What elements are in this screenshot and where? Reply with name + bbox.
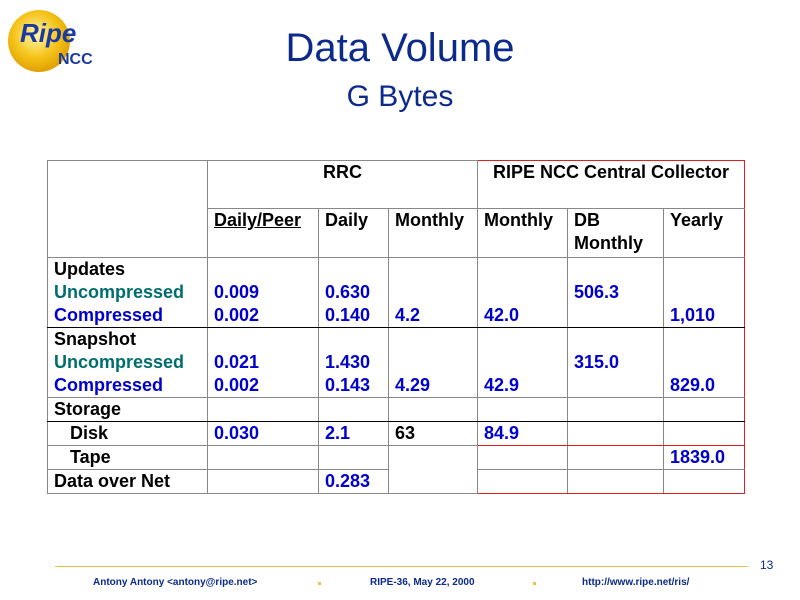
- tape-central-monthly: [477, 445, 568, 470]
- tape-net-monthly: [388, 445, 478, 494]
- net-daily-peer: [207, 469, 319, 494]
- svg-text:Ripe: Ripe: [20, 18, 76, 48]
- footer-url[interactable]: http://www.ripe.net/ris/: [582, 577, 690, 588]
- disk-db-monthly: [567, 421, 664, 446]
- disk-yearly: [663, 421, 745, 446]
- net-daily: 0.283: [318, 469, 389, 494]
- disk-daily: 2.1: [318, 421, 389, 446]
- row-label-snapshot: Snapshot Uncompressed Compressed: [47, 327, 208, 398]
- disk-central-monthly: 84.9: [477, 421, 568, 446]
- footer-event: RIPE-36, May 22, 2000: [370, 577, 475, 588]
- tape-yearly: 1839.0: [663, 445, 745, 470]
- row-label-storage: Storage: [47, 397, 208, 422]
- net-yearly: [663, 469, 745, 494]
- storage-daily-peer: [207, 397, 319, 422]
- page-subtitle: G Bytes: [346, 80, 454, 113]
- corner-cell: [47, 160, 208, 258]
- row-label-data-over-net: Data over Net: [47, 469, 208, 494]
- updates-central-monthly: 42.0: [477, 257, 568, 328]
- disk-monthly: 63: [388, 421, 478, 446]
- page-number: 13: [760, 558, 774, 572]
- tape-daily-peer: [207, 445, 319, 470]
- footer-separator-dot: [533, 582, 536, 585]
- col-header-central-monthly: Monthly: [477, 208, 568, 258]
- snapshot-yearly: 829.0: [663, 327, 745, 398]
- disk-daily-peer: 0.030: [207, 421, 319, 446]
- storage-yearly: [663, 397, 745, 422]
- tape-db-monthly: [567, 445, 664, 470]
- row-label-tape: Tape: [47, 445, 208, 470]
- footer-divider: [55, 566, 748, 567]
- snapshot-db-monthly: 315.0: [567, 327, 664, 398]
- updates-yearly: 1,010: [663, 257, 745, 328]
- storage-central-monthly: [477, 397, 568, 422]
- col-header-db-monthly: DB Monthly: [567, 208, 664, 258]
- col-header-yearly: Yearly: [663, 208, 745, 258]
- updates-daily-peer: 0.009 0.002: [207, 257, 319, 328]
- group-header-central: RIPE NCC Central Collector: [477, 160, 745, 209]
- col-header-monthly: Monthly: [388, 208, 478, 258]
- snapshot-central-monthly: 42.9: [477, 327, 568, 398]
- storage-monthly: [388, 397, 478, 422]
- col-header-daily-peer: Daily/Peer: [207, 208, 319, 258]
- row-label-updates: Updates Uncompressed Compressed: [47, 257, 208, 328]
- snapshot-daily: 1.430 0.143: [318, 327, 389, 398]
- storage-db-monthly: [567, 397, 664, 422]
- group-header-rrc: RRC: [207, 160, 478, 209]
- snapshot-monthly: 4.29: [388, 327, 478, 398]
- tape-daily: [318, 445, 389, 470]
- storage-daily: [318, 397, 389, 422]
- page-title: Data Volume: [285, 26, 515, 70]
- updates-monthly: 4.2: [388, 257, 478, 328]
- data-volume-table: RRC RIPE NCC Central Collector Daily/Pee…: [47, 160, 745, 494]
- footer-author: Antony Antony <antony@ripe.net>: [93, 577, 258, 588]
- ripe-ncc-logo: Ripe NCC: [6, 8, 106, 74]
- footer-separator-dot: [318, 582, 321, 585]
- net-db-monthly: [567, 469, 664, 494]
- updates-daily: 0.630 0.140: [318, 257, 389, 328]
- col-header-daily: Daily: [318, 208, 389, 258]
- updates-db-monthly: 506.3: [567, 257, 664, 328]
- net-central-monthly: [477, 469, 568, 494]
- snapshot-daily-peer: 0.021 0.002: [207, 327, 319, 398]
- svg-text:NCC: NCC: [58, 51, 93, 68]
- row-label-disk: Disk: [47, 421, 208, 446]
